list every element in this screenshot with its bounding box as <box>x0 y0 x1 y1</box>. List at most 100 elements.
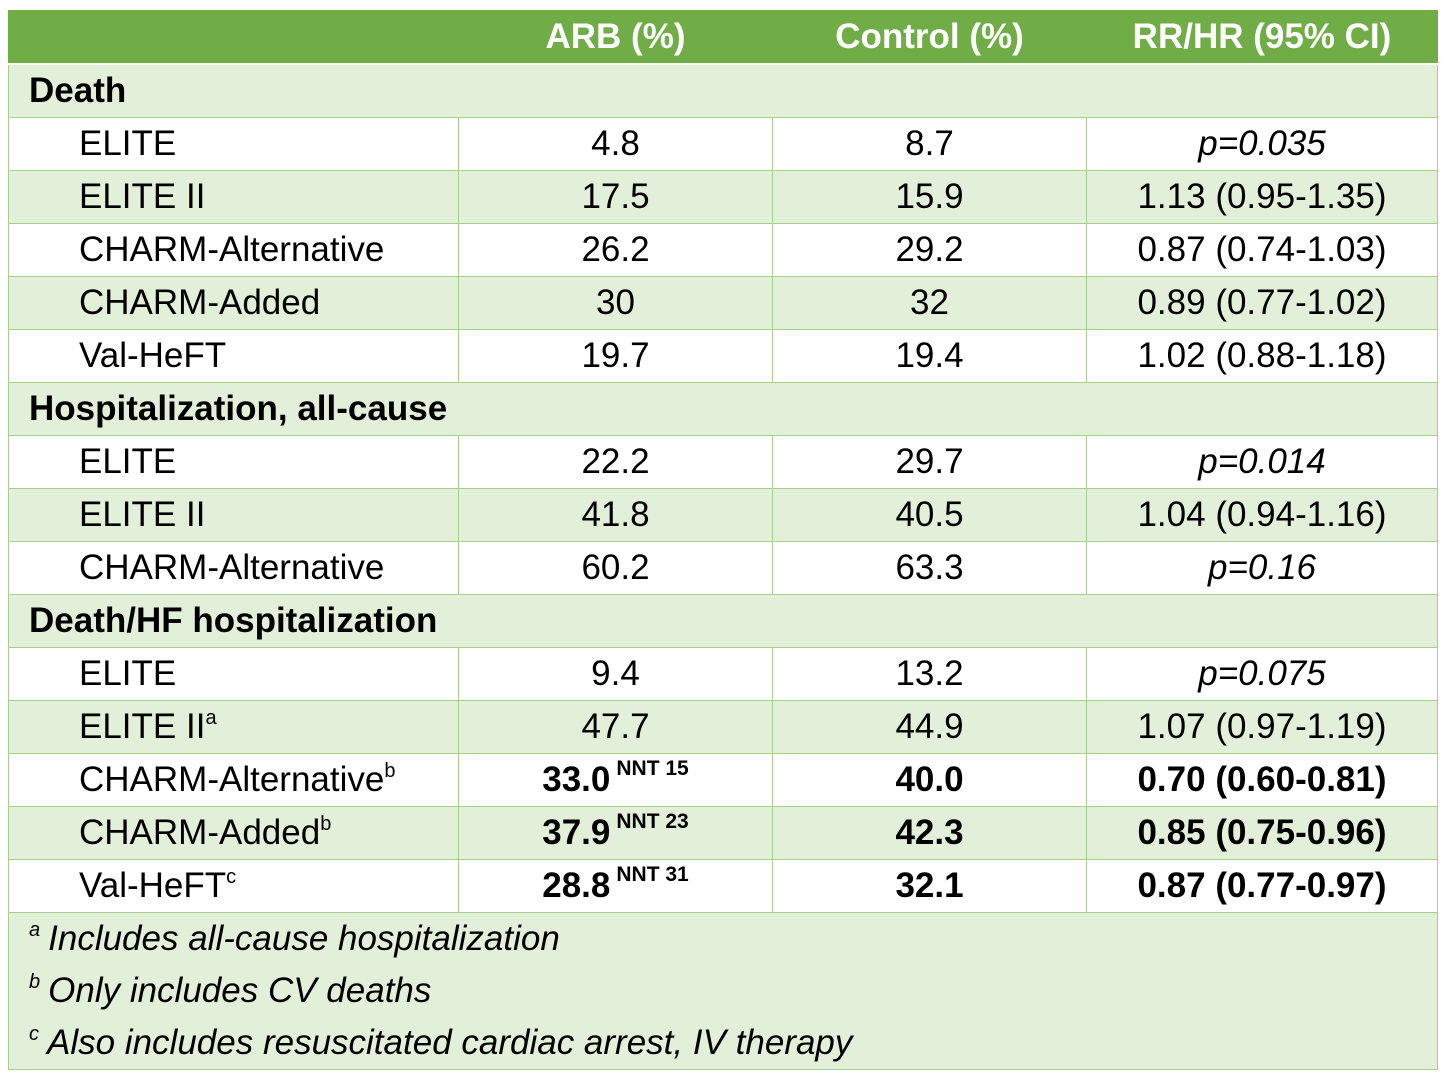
table-row: Val-HeFTc 28.8 NNT 31 32.1 0.87 (0.77-0.97) <box>8 859 1438 913</box>
study-name: CHARM-Added <box>79 813 321 852</box>
footnote-marker: c <box>226 866 237 888</box>
arb-value: 4.8 <box>591 124 640 163</box>
arb-value: 28.8 <box>542 866 611 905</box>
table-row: ELITE 4.8 8.7 p=0.035 <box>8 117 1438 171</box>
header-control: Control (%) <box>772 10 1087 65</box>
control-cell: 13.2 <box>772 647 1087 701</box>
rr-hr-cell: 1.04 (0.94-1.16) <box>1086 488 1438 542</box>
header-row: ARB (%) Control (%) RR/HR (95% CI) <box>8 10 1438 65</box>
arb-trials-table: ARB (%) Control (%) RR/HR (95% CI) Death… <box>8 10 1438 1070</box>
footnote-mark: b <box>29 971 41 993</box>
arb-trials-table-container: ARB (%) Control (%) RR/HR (95% CI) Death… <box>8 10 1438 1070</box>
arb-cell: 22.2 <box>458 435 773 489</box>
table-row: Val-HeFT 19.7 19.4 1.02 (0.88-1.18) <box>8 329 1438 383</box>
table-row: ELITE 9.4 13.2 p=0.075 <box>8 647 1438 701</box>
header-arb: ARB (%) <box>458 10 773 65</box>
arb-cell: 19.7 <box>458 329 773 383</box>
section-header-row: Death/HF hospitalization <box>8 594 1438 648</box>
study-name: CHARM-Added <box>79 283 321 322</box>
study-cell: CHARM-Alternativeb <box>8 753 459 807</box>
study-name: CHARM-Alternative <box>79 548 385 587</box>
footnote-marker: b <box>320 813 332 835</box>
rr-hr-cell: 1.13 (0.95-1.35) <box>1086 170 1438 224</box>
study-name: ELITE II <box>79 177 206 216</box>
table-row: ELITE IIa 47.7 44.9 1.07 (0.97-1.19) <box>8 700 1438 754</box>
control-cell: 15.9 <box>772 170 1087 224</box>
arb-value: 33.0 <box>542 760 611 799</box>
arb-cell: 37.9 NNT 23 <box>458 806 773 860</box>
study-name: ELITE <box>79 442 177 481</box>
study-name: ELITE II <box>79 707 206 746</box>
study-name: ELITE <box>79 124 177 163</box>
control-cell: 42.3 <box>772 806 1087 860</box>
control-cell: 29.2 <box>772 223 1087 277</box>
table-row: CHARM-Alternative 60.2 63.3 p=0.16 <box>8 541 1438 595</box>
arb-cell: 30 <box>458 276 773 330</box>
section-title: Hospitalization, all-cause <box>8 382 1438 436</box>
arb-cell: 41.8 <box>458 488 773 542</box>
arb-value: 30 <box>596 283 635 322</box>
footnote-mark: a <box>29 919 41 941</box>
arb-value: 17.5 <box>581 177 650 216</box>
table-row: CHARM-Alternative 26.2 29.2 0.87 (0.74-1.03… <box>8 223 1438 277</box>
header-blank <box>8 10 459 65</box>
section-title: Death/HF hospitalization <box>8 594 1438 648</box>
arb-value: 47.7 <box>581 707 650 746</box>
control-cell: 40.5 <box>772 488 1087 542</box>
footnote: a Includes all-cause hospitalization <box>8 912 1438 965</box>
footnote-text: Includes all-cause hospitalization <box>48 919 560 958</box>
study-cell: ELITE II <box>8 488 459 542</box>
arb-cell: 26.2 <box>458 223 773 277</box>
study-cell: Val-HeFTc <box>8 859 459 913</box>
control-cell: 44.9 <box>772 700 1087 754</box>
study-name: ELITE II <box>79 495 206 534</box>
rr-hr-cell: 0.70 (0.60-0.81) <box>1086 753 1438 807</box>
control-cell: 32 <box>772 276 1087 330</box>
study-cell: ELITE IIa <box>8 700 459 754</box>
header-rr-hr: RR/HR (95% CI) <box>1086 10 1438 65</box>
study-name: CHARM-Alternative <box>79 760 385 799</box>
arb-value: 22.2 <box>581 442 650 481</box>
footnote-marker: b <box>384 760 396 782</box>
study-cell: CHARM-Alternative <box>8 541 459 595</box>
arb-cell: 33.0 NNT 15 <box>458 753 773 807</box>
control-cell: 29.7 <box>772 435 1087 489</box>
table-body: Death ELITE 4.8 8.7 p=0.035 ELITE II 17.5 15.9 1… <box>8 63 1438 1070</box>
footnote-row: b Only includes CV deaths <box>8 965 1438 1017</box>
rr-hr-cell: p=0.035 <box>1086 117 1438 171</box>
rr-hr-cell: p=0.16 <box>1086 541 1438 595</box>
study-name: ELITE <box>79 654 177 693</box>
study-cell: CHARM-Alternative <box>8 223 459 277</box>
arb-cell: 4.8 <box>458 117 773 171</box>
table-row: ELITE 22.2 29.7 p=0.014 <box>8 435 1438 489</box>
arb-cell: 47.7 <box>458 700 773 754</box>
study-cell: Val-HeFT <box>8 329 459 383</box>
footnote-text: Only includes CV deaths <box>48 971 432 1010</box>
study-name: Val-HeFT <box>79 866 227 905</box>
section-header-row: Death <box>8 63 1438 118</box>
section-title: Death <box>8 63 1438 118</box>
rr-hr-cell: p=0.075 <box>1086 647 1438 701</box>
arb-cell: 9.4 <box>458 647 773 701</box>
arb-cell: 60.2 <box>458 541 773 595</box>
control-cell: 63.3 <box>772 541 1087 595</box>
study-cell: CHARM-Added <box>8 276 459 330</box>
study-cell: ELITE <box>8 435 459 489</box>
arb-cell: 28.8 NNT 31 <box>458 859 773 913</box>
nnt-value: NNT 31 <box>616 863 689 886</box>
rr-hr-cell: 0.87 (0.74-1.03) <box>1086 223 1438 277</box>
table-row: CHARM-Addedb 37.9 NNT 23 42.3 0.85 (0.75-0.9… <box>8 806 1438 860</box>
nnt-value: NNT 23 <box>616 810 689 833</box>
footnote-mark: c <box>29 1023 39 1045</box>
arb-cell: 17.5 <box>458 170 773 224</box>
section-header-row: Hospitalization, all-cause <box>8 382 1438 436</box>
arb-value: 37.9 <box>542 813 611 852</box>
arb-value: 26.2 <box>581 230 650 269</box>
study-cell: CHARM-Addedb <box>8 806 459 860</box>
study-cell: ELITE <box>8 647 459 701</box>
control-cell: 19.4 <box>772 329 1087 383</box>
arb-value: 9.4 <box>591 654 640 693</box>
footnote-marker: a <box>205 707 217 729</box>
rr-hr-cell: 1.07 (0.97-1.19) <box>1086 700 1438 754</box>
footnote-text: Also includes resuscitated cardiac arres… <box>47 1023 853 1062</box>
